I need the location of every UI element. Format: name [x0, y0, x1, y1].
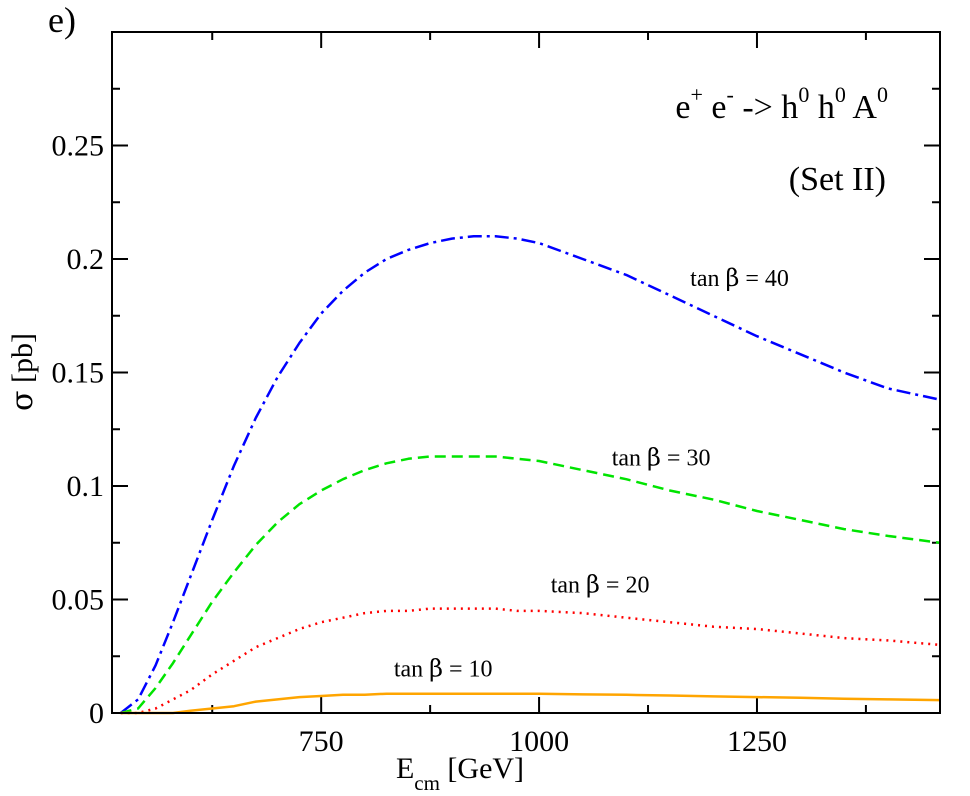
- panel-label: e): [48, 0, 76, 40]
- series-line-1: [119, 235, 941, 714]
- title-h2: h: [809, 89, 835, 126]
- x-label-sub: cm: [414, 771, 440, 795]
- y-label-sym: σ: [5, 391, 40, 411]
- x-tick-label: 750: [299, 725, 344, 758]
- series-label-suffix: = 10: [443, 657, 493, 683]
- series-line-3: [120, 607, 941, 715]
- series-line-4: [120, 692, 941, 715]
- title-sup-plus: +: [690, 82, 702, 107]
- series-label-symbol: β: [586, 571, 600, 599]
- y-tick-labels: 0 0.05 0.1 0.15 0.2 0.25: [52, 130, 105, 731]
- title-arrow-h: -> h: [734, 89, 799, 126]
- x-tick-label: 1250: [727, 725, 787, 758]
- series-label-suffix: = 20: [600, 573, 650, 599]
- title-A: A: [846, 89, 878, 126]
- y-tick-label: 0.25: [52, 130, 105, 163]
- series-label-symbol: β: [429, 655, 443, 683]
- title-sup-0c: 0: [877, 82, 888, 107]
- series-line-2: [120, 455, 941, 715]
- title-sup-0a: 0: [798, 82, 809, 107]
- series-label: tan β = 20: [551, 571, 650, 599]
- y-axis-label: σ [pb]: [5, 333, 40, 411]
- series-label: tan β = 40: [690, 264, 789, 292]
- series-label-prefix: tan: [690, 266, 725, 292]
- series-label: tan β = 10: [394, 655, 493, 683]
- y-tick-label: 0.15: [52, 357, 105, 390]
- series-lines: [119, 235, 941, 715]
- series-label-prefix: tan: [551, 573, 586, 599]
- y-tick-label: 0.1: [67, 470, 105, 503]
- series-label-symbol: β: [647, 444, 661, 472]
- y-label-unit: [pb]: [6, 333, 39, 390]
- series-label-suffix: = 40: [739, 266, 789, 292]
- chart-title: e+ e- -> h0 h0 A0: [675, 82, 888, 126]
- title-e1: e: [675, 89, 690, 126]
- series-label-symbol: β: [725, 264, 739, 292]
- series-label: tan β = 30: [612, 444, 711, 472]
- x-tick-label: 1000: [509, 725, 569, 758]
- title-e2: e: [703, 89, 727, 126]
- plot-frame: [111, 31, 941, 714]
- x-label-main: E: [396, 752, 414, 785]
- series-label-prefix: tan: [394, 657, 429, 683]
- title-sup-minus: -: [726, 82, 733, 107]
- series-label-prefix: tan: [612, 446, 647, 472]
- x-axis-label: Ecm [GeV]: [396, 752, 524, 795]
- y-tick-label: 0.05: [52, 584, 105, 617]
- tick-marks: [112, 31, 940, 714]
- series-label-suffix: = 30: [661, 446, 711, 472]
- chart-subtitle: (Set II): [789, 161, 886, 198]
- title-sup-0b: 0: [835, 82, 846, 107]
- x-tick-labels: 750 1000 1250: [299, 725, 787, 758]
- x-label-unit: [GeV]: [440, 752, 524, 785]
- y-tick-label: 0: [89, 697, 104, 730]
- y-tick-label: 0.2: [67, 243, 105, 276]
